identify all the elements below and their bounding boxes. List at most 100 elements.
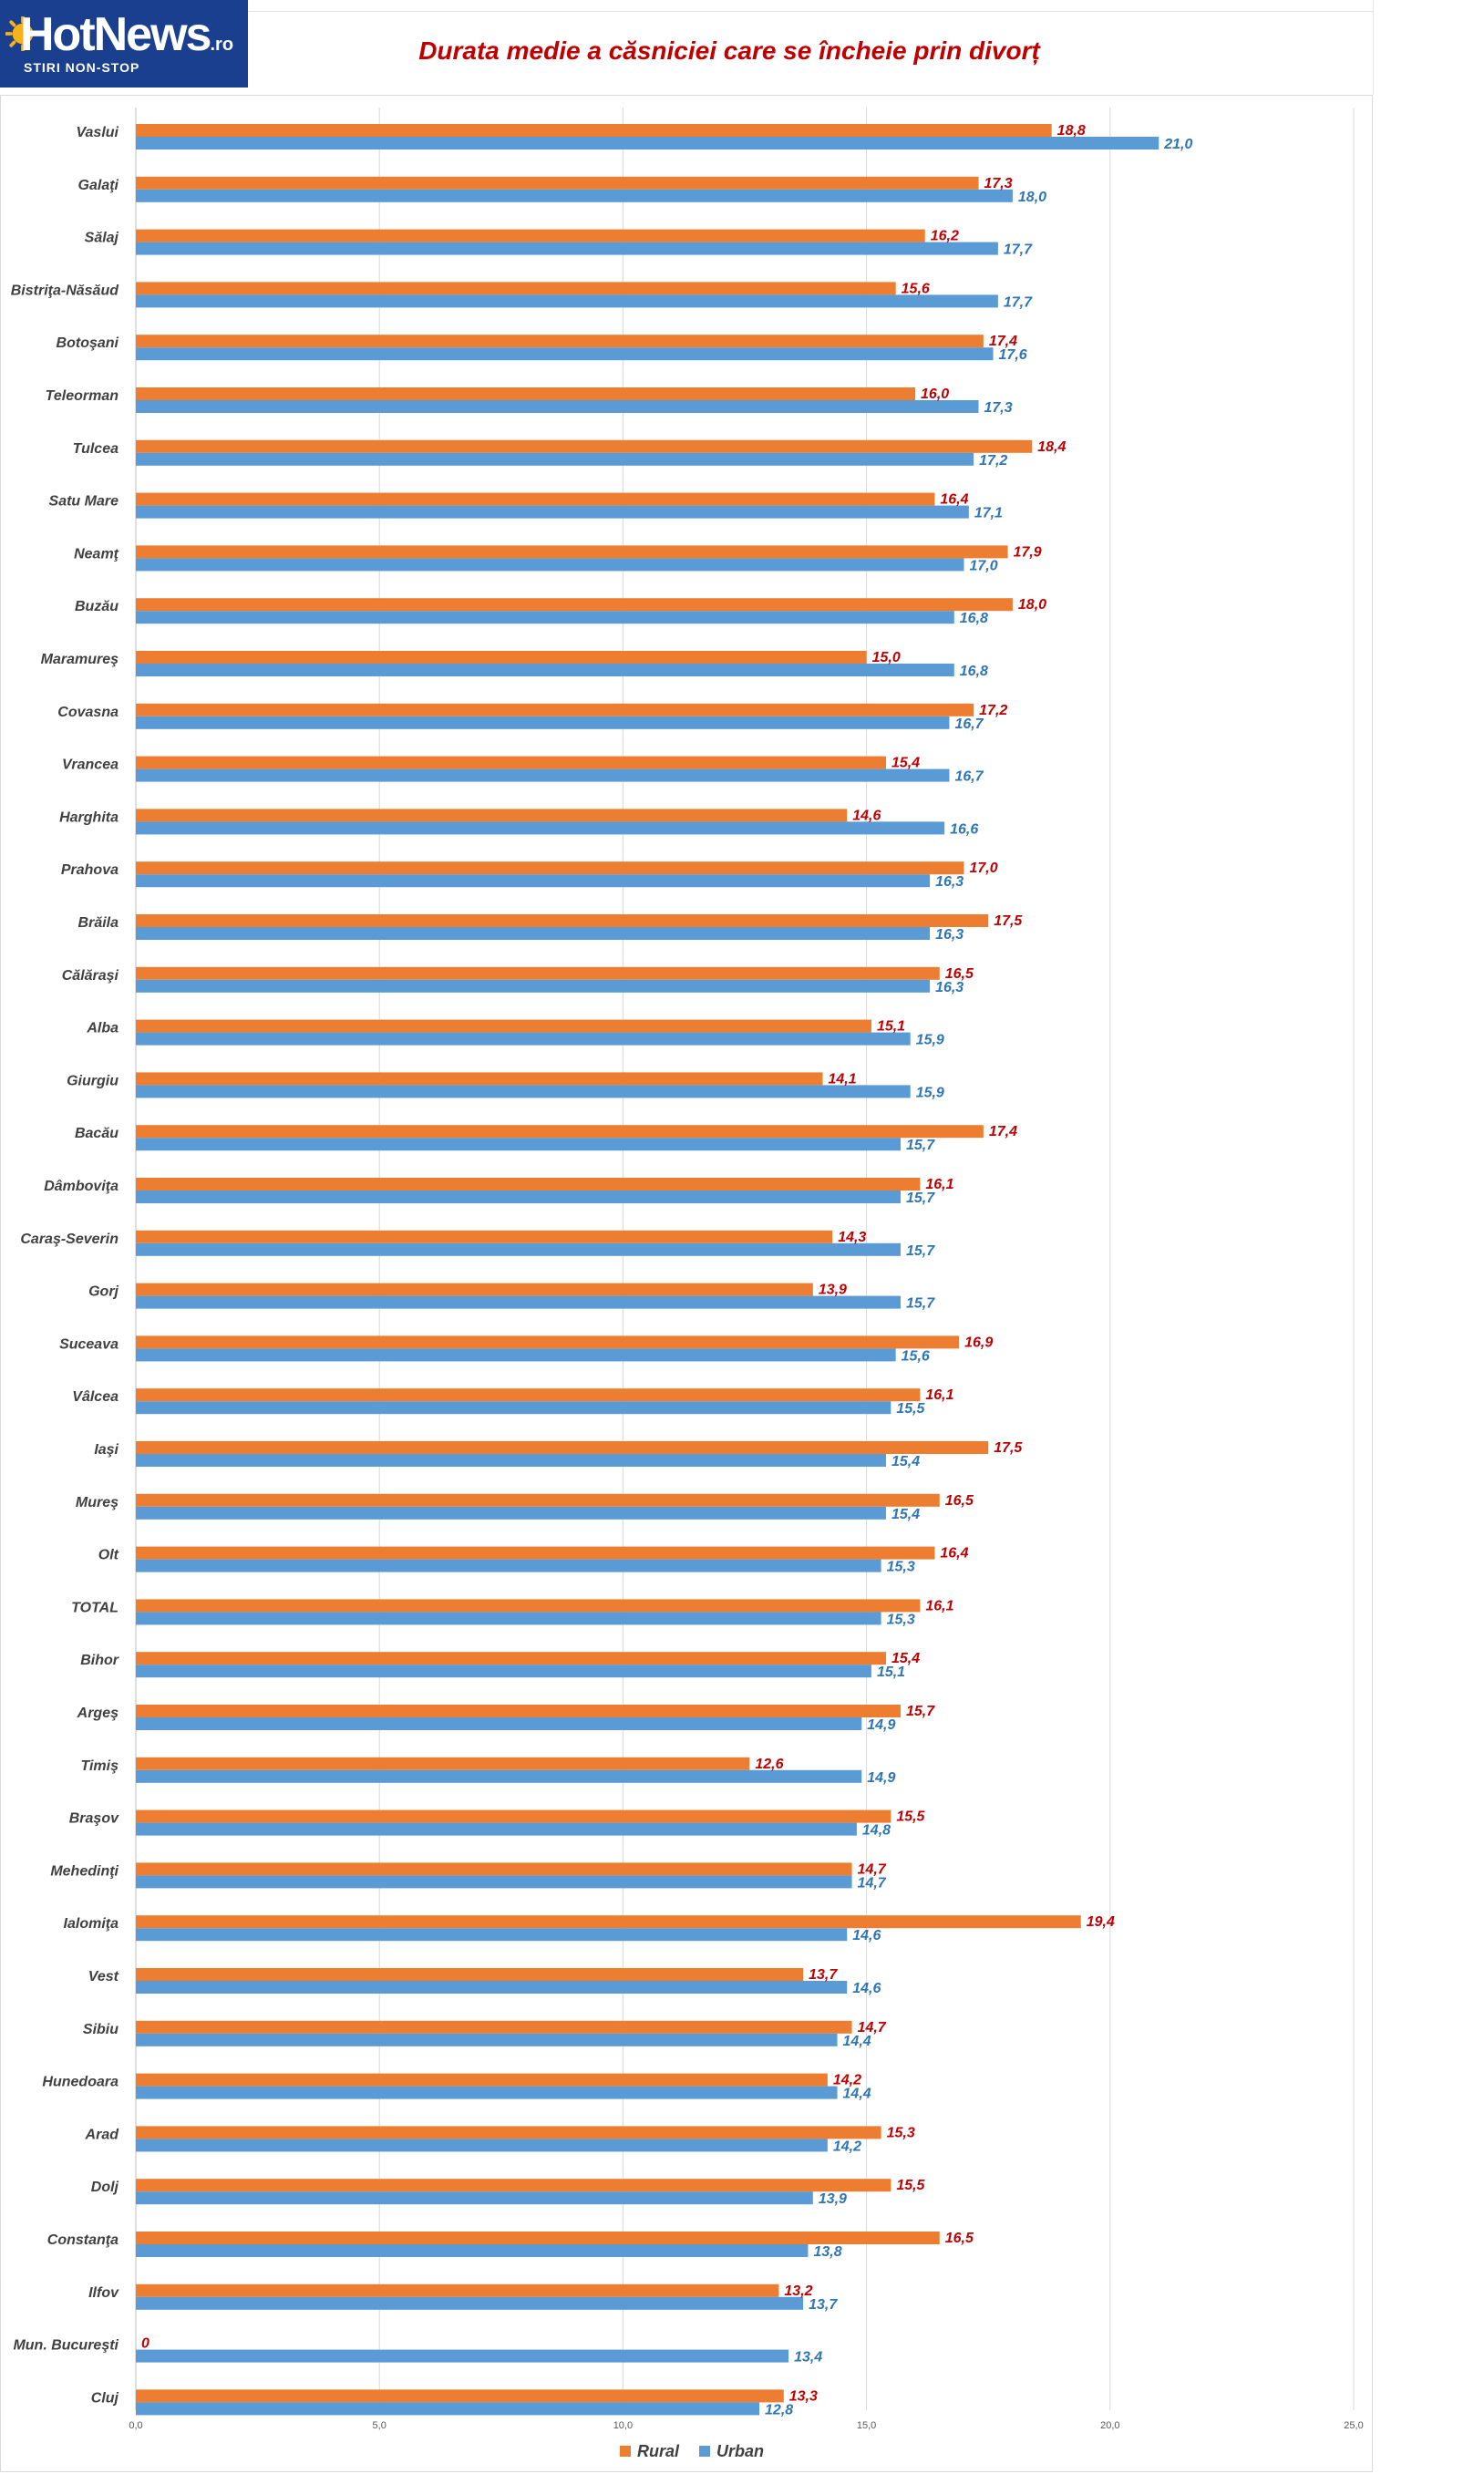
data-label-rural: 14,2	[833, 2073, 861, 2088]
data-label-rural: 18,0	[1018, 597, 1046, 613]
category-label: Călăraşi	[62, 968, 119, 984]
bar-urban	[136, 1401, 891, 1415]
data-label-urban: 13,7	[809, 2297, 838, 2313]
data-label-urban: 13,8	[813, 2244, 841, 2260]
bar-urban	[136, 2033, 838, 2046]
data-label-urban: 14,4	[843, 2087, 871, 2102]
data-label-urban: 13,9	[819, 2191, 847, 2207]
data-label-rural: 14,6	[852, 808, 881, 823]
bar-rural	[136, 598, 1013, 612]
x-tick-label: 0,0	[129, 2420, 142, 2431]
bar-urban	[136, 294, 998, 308]
chart-title: Durata medie a căsniciei care se încheie…	[418, 36, 1040, 65]
data-label-rural: 15,3	[887, 2125, 915, 2140]
bar-urban	[136, 189, 1013, 202]
category-label: Sibiu	[83, 2022, 119, 2037]
bar-rural	[136, 387, 916, 400]
category-label: Bistriţa-Năsăud	[11, 283, 119, 298]
bar-rural	[136, 1757, 750, 1770]
data-label-rural: 17,0	[969, 861, 997, 876]
data-label-rural: 16,5	[945, 966, 974, 982]
x-tick-label: 25,0	[1344, 2420, 1363, 2431]
bar-rural	[136, 966, 940, 980]
bar-rural	[136, 124, 1052, 137]
bar-rural	[136, 1178, 921, 1191]
bar-urban	[136, 1928, 848, 1942]
bar-rural	[136, 439, 1033, 453]
bar-urban	[136, 558, 964, 572]
category-label: Galaţi	[78, 178, 119, 193]
category-label: Arad	[85, 2127, 120, 2142]
bar-rural	[136, 1599, 921, 1613]
legend-label[interactable]: Rural	[637, 2442, 680, 2460]
bar-rural	[136, 2179, 891, 2192]
data-label-urban: 15,7	[906, 1243, 935, 1259]
data-label-rural: 18,8	[1057, 123, 1086, 139]
category-label: Giurgiu	[67, 1073, 119, 1088]
bar-urban	[136, 137, 1159, 149]
bar-urban	[136, 1242, 902, 1256]
data-label-urban: 15,3	[887, 1560, 915, 1575]
bar-rural	[136, 335, 984, 348]
category-label: Cluj	[91, 2390, 119, 2406]
data-label-urban: 17,7	[1004, 294, 1033, 310]
data-label-urban: 16,7	[954, 716, 984, 732]
hotnews-logo[interactable]: HotNews.ro STIRI NON-STOP	[0, 0, 248, 88]
bar-urban	[136, 716, 950, 729]
bar-rural	[136, 651, 867, 664]
category-label: Satu Mare	[49, 494, 119, 510]
data-label-rural: 17,5	[994, 913, 1023, 929]
data-label-urban: 14,8	[862, 1823, 891, 1839]
legend-swatch	[699, 2446, 710, 2457]
bar-urban	[136, 821, 945, 835]
legend[interactable]: Rural Urban	[620, 2442, 764, 2460]
category-label: Argeş	[77, 1706, 119, 1721]
logo-tagline: STIRI NON-STOP	[24, 60, 140, 75]
data-label-rural: 17,9	[1014, 544, 1042, 560]
bar-urban	[136, 1295, 902, 1309]
bar-rural	[136, 545, 1008, 559]
bar-rural	[136, 2126, 881, 2139]
data-label-urban: 17,1	[974, 506, 1003, 521]
data-label-rural: 14,1	[829, 1071, 857, 1087]
x-axis-ticks: 0,0 5,0 10,0 15,0 20,0 25,0	[129, 2420, 1363, 2431]
category-label: Bihor	[80, 1653, 119, 1668]
data-label-urban: 14,6	[852, 1981, 881, 1996]
data-label-urban: 16,8	[960, 664, 988, 679]
data-label-urban: 15,5	[896, 1401, 925, 1417]
data-label-urban: 16,3	[935, 874, 964, 890]
data-label-urban: 15,7	[906, 1138, 935, 1153]
bar-rural	[136, 2389, 784, 2403]
category-label: Covasna	[57, 705, 119, 720]
data-label-rural: 17,2	[979, 703, 1007, 718]
bar-rural	[136, 1968, 804, 1981]
data-label-rural: 16,5	[945, 1493, 974, 1509]
bar-urban	[136, 927, 931, 940]
bar-rural	[136, 1283, 813, 1296]
data-label-urban: 17,7	[1004, 242, 1033, 258]
category-label: Bacău	[75, 1126, 119, 1141]
legend-label[interactable]: Urban	[716, 2442, 764, 2460]
bar-rural	[136, 282, 896, 295]
legend-swatch	[620, 2446, 631, 2457]
category-label: Caraş-Severin	[20, 1232, 119, 1247]
bar-rural	[136, 229, 925, 242]
bar-rural	[136, 2232, 940, 2244]
category-label: Vest	[88, 1969, 119, 1984]
data-label-rural: 15,5	[896, 2178, 925, 2193]
category-label: Teleorman	[46, 388, 119, 404]
bar-rural	[136, 2283, 779, 2297]
bar-urban	[136, 1875, 852, 1889]
data-label-urban: 15,9	[916, 1085, 944, 1100]
data-label-rural: 16,1	[925, 1598, 953, 1613]
data-label-rural: 0	[141, 2336, 149, 2352]
data-label-urban: 14,7	[858, 1875, 887, 1891]
category-label: Suceava	[59, 1336, 119, 1352]
bar-urban	[136, 400, 979, 413]
data-label-rural: 16,4	[940, 1546, 968, 1562]
logo-brand: HotNews	[20, 8, 211, 61]
category-label: Maramureş	[41, 652, 119, 667]
category-label: Vaslui	[76, 125, 119, 140]
data-label-rural: 19,4	[1087, 1914, 1115, 1930]
category-label: Tulcea	[73, 441, 119, 457]
